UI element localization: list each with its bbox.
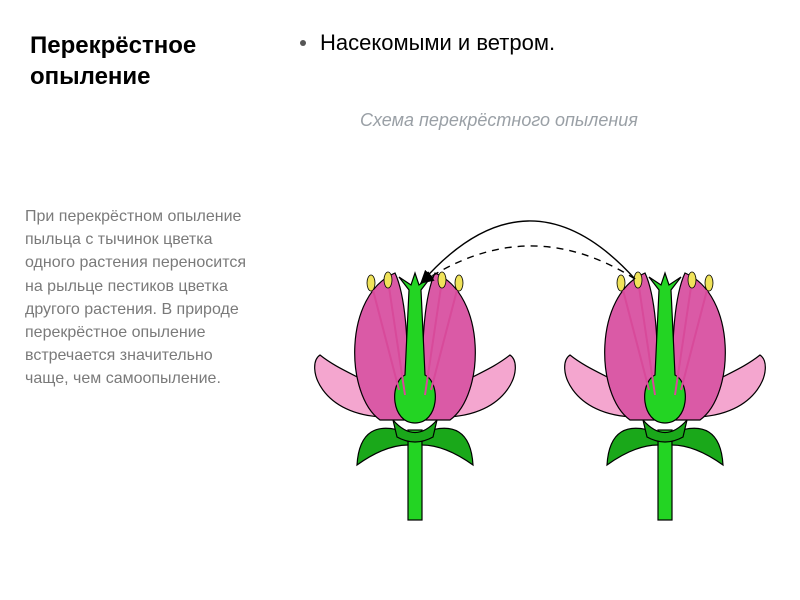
- anther: [705, 275, 713, 291]
- bullet-dot-icon: [300, 40, 306, 46]
- anther: [617, 275, 625, 291]
- diagram-svg: [265, 145, 785, 525]
- anther: [367, 275, 375, 291]
- anther: [634, 272, 642, 288]
- anther: [455, 275, 463, 291]
- page-title: Перекрёстное опыление: [30, 30, 250, 92]
- anther: [384, 272, 392, 288]
- bullet-item: Насекомыми и ветром.: [300, 30, 555, 56]
- bullet-text: Насекомыми и ветром.: [320, 30, 555, 56]
- stem: [408, 430, 422, 520]
- flower: [565, 272, 766, 520]
- pollination-arrow-solid: [421, 221, 635, 283]
- pollination-diagram: [265, 145, 785, 525]
- anther: [438, 272, 446, 288]
- body-paragraph: При перекрёстном опыление пыльца с тычин…: [25, 205, 255, 391]
- diagram-caption: Схема перекрёстного опыления: [360, 110, 638, 131]
- stem: [658, 430, 672, 520]
- flower: [315, 272, 516, 520]
- anther: [688, 272, 696, 288]
